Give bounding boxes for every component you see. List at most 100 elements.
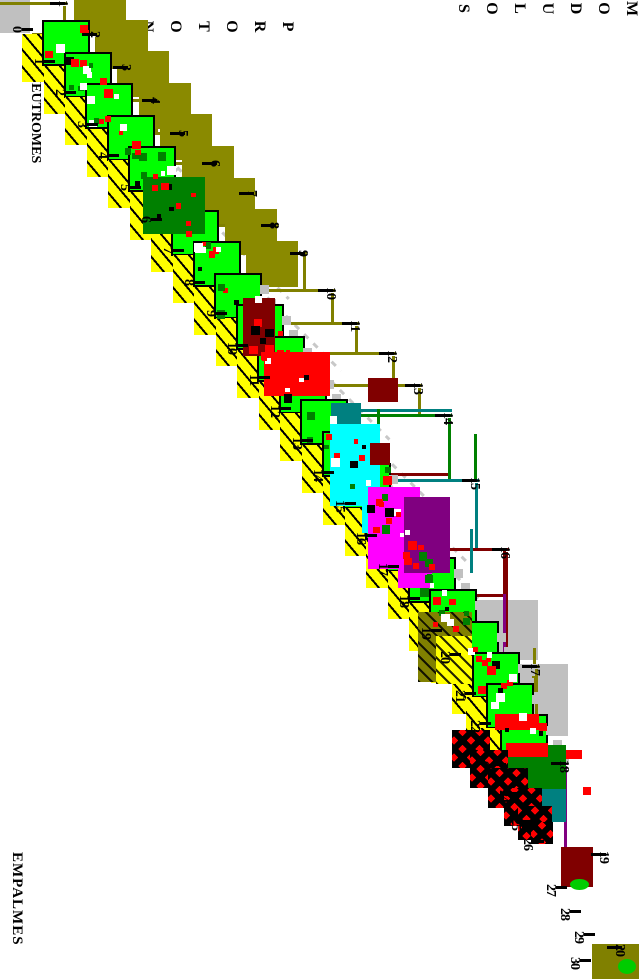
cell-speckle (433, 597, 441, 605)
tick-stub-left (465, 692, 476, 695)
cell-speckle (202, 241, 207, 247)
cell-speckle (166, 184, 172, 190)
cell-speckle (381, 493, 389, 501)
cell-speckle (492, 661, 501, 670)
cell-speckle (277, 331, 283, 337)
axis-tick-right: 13 (410, 382, 425, 394)
axis-tick-left: 28 (557, 908, 572, 920)
cell-speckle (433, 621, 439, 627)
cell-speckle (175, 203, 182, 209)
cell-speckle (478, 686, 486, 694)
cell-speckle (83, 30, 89, 36)
tick-stub-right (261, 224, 276, 227)
tick-stub-right (202, 162, 217, 165)
tick-rail-v (448, 418, 451, 479)
tick-rail-h (267, 322, 359, 325)
gray-shadow-cell (482, 615, 491, 624)
cell-speckle (521, 748, 529, 756)
cell-speckle (453, 626, 460, 633)
axis-tick-right: 2 (87, 31, 102, 37)
tick-rail-v (505, 552, 508, 665)
tick-stub-right (239, 192, 254, 195)
cell-speckle (386, 518, 393, 525)
cell-speckle (87, 96, 95, 105)
axis-tick-right: 15 (467, 477, 482, 489)
cell-speckle (538, 731, 544, 736)
axis-tick-left: 17 (375, 563, 390, 575)
rail-extra (503, 549, 506, 599)
tick-stub-left (450, 653, 461, 656)
tick-stub-left (22, 28, 33, 31)
cell-speckle (333, 453, 340, 460)
axis-tick-left: 20 (437, 651, 452, 663)
green-ellipse (570, 879, 589, 890)
cell-speckle (222, 287, 229, 294)
cell-speckle (114, 94, 120, 100)
rail-extra (470, 529, 473, 573)
axis-tick-left: 12 (267, 405, 282, 417)
tick-stub-left (345, 502, 356, 505)
cell-speckle (265, 357, 272, 364)
cell-speckle (500, 683, 507, 690)
tick-stub-left (194, 281, 205, 284)
gray-shadow-cell (289, 330, 298, 339)
axis-tick-left: 26 (520, 838, 535, 850)
cell-speckle (265, 329, 274, 338)
cell-speckle (79, 60, 87, 68)
green-ellipse (618, 959, 636, 974)
cell-speckle (132, 152, 139, 159)
cell-speckle (516, 747, 525, 756)
axis-tick-right: 5 (175, 130, 190, 136)
tick-stub-left (65, 91, 76, 94)
tick-rail-v (63, 6, 66, 33)
cell-speckle (425, 559, 434, 568)
cell-speckle (285, 388, 290, 393)
tick-stub-left (87, 123, 98, 126)
tick-stub-left (280, 407, 291, 410)
cell-speckle (508, 673, 517, 682)
gray-shadow-cell (497, 633, 506, 642)
tick-stub-right (379, 352, 394, 355)
axis-tick-left: 0 (9, 26, 24, 32)
cell-speckle (65, 56, 74, 66)
tick-stub-right (551, 762, 566, 765)
axis-tick-left: 13 (289, 437, 304, 449)
cell-speckle (418, 544, 424, 551)
cell-speckle (325, 434, 332, 441)
cell-speckle (255, 296, 263, 304)
cell-speckle (365, 480, 372, 486)
cell-speckle (191, 192, 197, 198)
cell-speckle (153, 174, 159, 179)
cell-speckle (194, 243, 204, 252)
axis-tick-right: 18 (556, 760, 571, 772)
cell-speckle (105, 115, 112, 122)
tick-stub-right (492, 548, 507, 551)
cell-speckle (525, 721, 531, 727)
cell-speckle (440, 613, 450, 623)
cell-speckle (200, 247, 207, 253)
tick-stub-right (50, 2, 65, 5)
cell-speckle (124, 148, 132, 155)
maroon-cells (370, 443, 390, 465)
label-empalmes: EMPALMES (9, 852, 25, 946)
axis-tick-right: 1 (55, 0, 70, 6)
cell-speckle (299, 377, 304, 383)
cell-speckle (419, 587, 429, 597)
tick-stub-left (584, 933, 595, 936)
axis-tick-right: 12 (384, 350, 399, 362)
cell-speckle (185, 220, 192, 227)
cell-speckle (439, 610, 446, 616)
cell-speckle (157, 152, 166, 161)
cell-speckle (486, 657, 491, 663)
axis-tick-left: 21 (452, 690, 467, 702)
cell-speckle (505, 728, 510, 733)
gray-shadow-cell (546, 726, 555, 735)
cell-speckle (408, 541, 418, 550)
cell-speckle (277, 350, 285, 358)
cell-speckle (467, 648, 475, 656)
axis-tick-left: 23 (482, 761, 497, 773)
cell-speckle (487, 666, 496, 675)
cell-speckle (445, 607, 450, 612)
axis-tick-left: 7 (160, 247, 175, 253)
tick-stub-right (462, 479, 477, 482)
